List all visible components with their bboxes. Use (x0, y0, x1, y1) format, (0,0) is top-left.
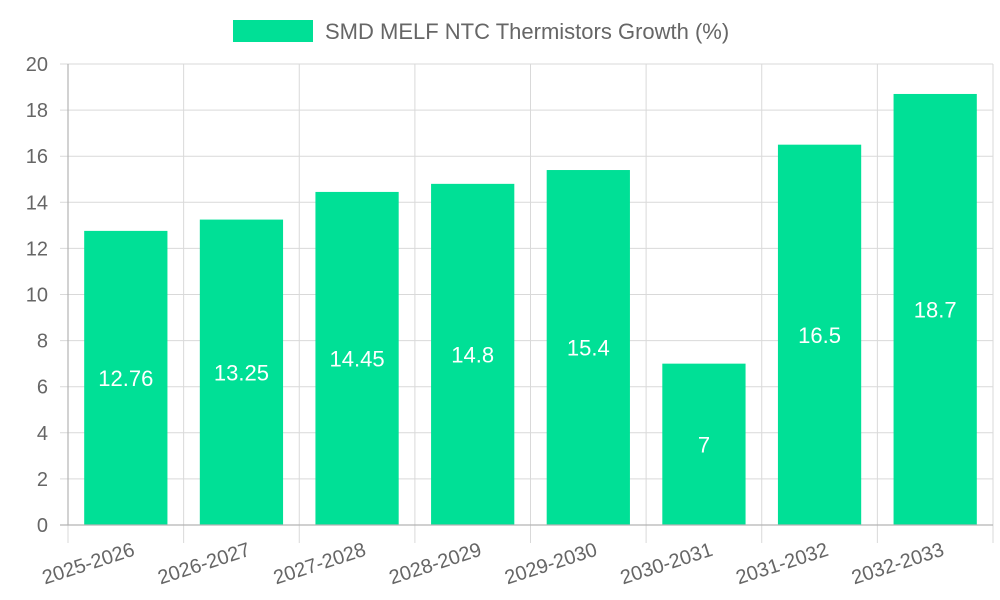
x-tick-label: 2028-2029 (386, 539, 484, 589)
legend: SMD MELF NTC Thermistors Growth (%) (233, 19, 729, 44)
y-tick-label: 16 (26, 146, 48, 168)
bar (84, 230, 168, 525)
bar-value-label: 16.5 (798, 323, 841, 348)
bar (662, 363, 746, 525)
y-tick-label: 18 (26, 100, 48, 122)
bar (431, 183, 515, 526)
bar-value-label: 7 (698, 432, 710, 457)
y-tick-label: 4 (37, 423, 48, 445)
y-tick-label: 8 (37, 331, 48, 353)
bar (315, 191, 399, 526)
x-tick-label: 2025-2026 (40, 539, 138, 589)
y-tick-label: 20 (26, 54, 48, 76)
bar-value-label: 12.76 (98, 366, 153, 391)
bar-value-label: 15.4 (567, 336, 610, 361)
y-tick-label: 10 (26, 285, 48, 307)
bar-value-label: 14.45 (330, 346, 385, 371)
x-tick-label: 2026-2027 (155, 539, 253, 589)
bar (199, 219, 284, 525)
x-tick-label: 2027-2028 (271, 539, 369, 589)
bar (893, 93, 977, 525)
bar-value-label: 14.8 (451, 342, 494, 367)
y-tick-label: 6 (37, 377, 48, 399)
legend-label: SMD MELF NTC Thermistors Growth (%) (325, 19, 729, 44)
y-tick-label: 0 (37, 515, 48, 537)
y-tick-label: 2 (37, 469, 48, 491)
legend-swatch (233, 20, 313, 42)
bar-value-label: 13.25 (214, 360, 269, 385)
axes (60, 64, 993, 526)
bar-value-label: 18.7 (914, 297, 957, 322)
x-tick-label: 2030-2031 (618, 539, 716, 589)
x-tick-label: 2032-2033 (849, 539, 947, 589)
bar (777, 144, 862, 526)
bar (546, 170, 630, 525)
x-tick-label: 2031-2032 (733, 539, 831, 589)
bars (84, 93, 977, 526)
y-tick-label: 14 (26, 192, 48, 214)
x-tick-labels: 2025-2026 2026-2027 2027-2028 2028-2029 2029… (40, 539, 947, 589)
x-tick-label: 2029-2030 (502, 539, 600, 589)
y-tick-label: 12 (26, 238, 48, 260)
y-tick-labels: 0 2 4 6 8 10 12 14 16 18 20 (26, 54, 48, 537)
data-labels: 12.76 13.25 14.45 14.8 15.4 7 16.5 18.7 (98, 297, 956, 457)
